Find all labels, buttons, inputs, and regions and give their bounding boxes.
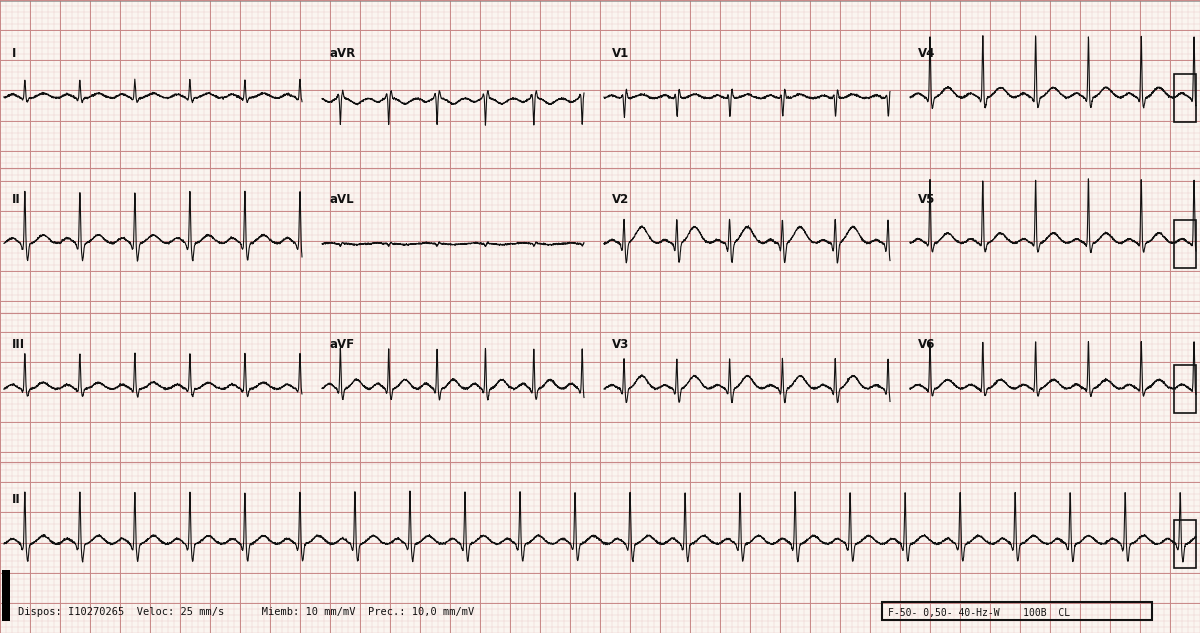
Bar (2, 570, 10, 621)
Bar (1174, 74, 1196, 122)
Text: Dispos: I10270265  Veloc: 25 mm/s      Miemb: 10 mm/mV  Prec.: 10,0 mm/mV: Dispos: I10270265 Veloc: 25 mm/s Miemb: … (18, 607, 474, 617)
Text: I: I (12, 47, 17, 60)
Text: aVF: aVF (330, 338, 355, 351)
Text: V5: V5 (918, 192, 935, 206)
Text: V3: V3 (612, 338, 629, 351)
Text: III: III (12, 338, 25, 351)
Bar (882, 602, 1152, 620)
Text: II: II (12, 192, 20, 206)
Text: V1: V1 (612, 47, 629, 60)
Text: V4: V4 (918, 47, 935, 60)
Text: aVL: aVL (330, 192, 355, 206)
Text: II: II (12, 493, 20, 506)
Text: V6: V6 (918, 338, 935, 351)
Text: aVR: aVR (330, 47, 356, 60)
Text: F-50- 0,50- 40-Hz-W    100B  CL: F-50- 0,50- 40-Hz-W 100B CL (888, 608, 1070, 618)
Text: V2: V2 (612, 192, 629, 206)
Bar (1174, 220, 1196, 268)
Bar (1174, 520, 1196, 568)
Bar (1174, 365, 1196, 413)
